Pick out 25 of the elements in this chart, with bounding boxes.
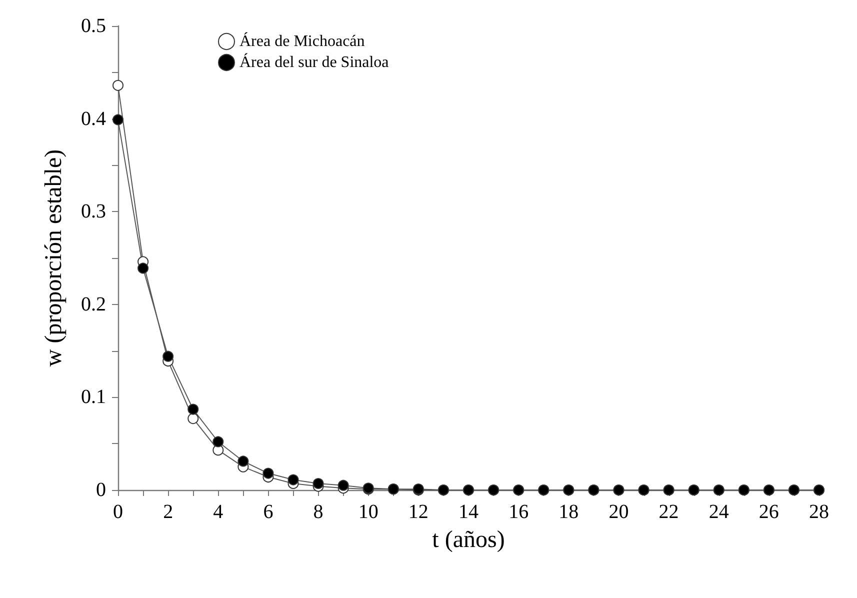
legend-label: Área del sur de Sinaloa [240,53,389,71]
x-tick-label: 16 [508,501,529,523]
x-tick-label: 18 [558,501,579,523]
x-axis-title: t (años) [432,527,505,553]
y-axis-title: w (proporción estable) [41,149,67,367]
y-tick-label: 0.2 [81,293,106,316]
x-tick-label: 4 [213,501,224,523]
x-tick-label: 2 [163,501,174,523]
x-tick-label: 24 [708,501,729,523]
y-tick-label: 0.3 [81,200,106,223]
x-tick-label: 28 [809,501,829,523]
x-tick-label: 14 [458,501,478,523]
x-tick-label: 6 [263,501,274,523]
x-tick-label: 8 [313,501,324,523]
legend-label: Área de Michoacán [240,32,365,50]
x-tick-label: 22 [658,501,679,523]
x-tick-label: 12 [408,501,428,523]
y-tick-label: 0 [96,479,106,501]
x-tick-label: 10 [358,501,378,523]
y-tick-label: 0.5 [81,15,106,37]
y-tick-label: 0.1 [81,386,106,408]
x-tick-label: 26 [758,501,779,523]
x-tick-label: 0 [113,501,123,523]
x-tick-label: 20 [608,501,629,523]
y-tick-label: 0.4 [81,108,106,130]
